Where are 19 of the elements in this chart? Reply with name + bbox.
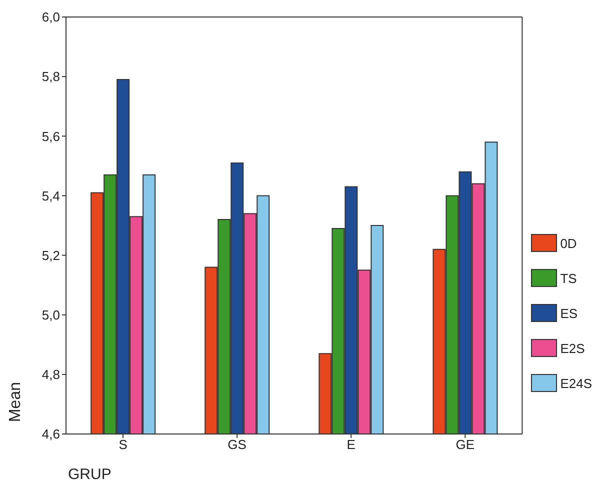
legend-label: TS bbox=[560, 270, 577, 286]
y-tick-label: 5,8 bbox=[42, 69, 60, 84]
x-axis-title: GRUP bbox=[68, 466, 112, 483]
y-tick-label: 6,0 bbox=[42, 10, 60, 25]
legend-label: E2S bbox=[560, 340, 585, 356]
y-tick-label: 5,2 bbox=[42, 248, 60, 263]
legend-label: E24S bbox=[560, 376, 592, 390]
y-tick-label: 5,0 bbox=[42, 307, 60, 322]
x-tick-label: E bbox=[346, 437, 356, 452]
legend-label: 0D bbox=[560, 236, 577, 250]
y-tick-label: 4,8 bbox=[42, 367, 60, 382]
legend-label: ES bbox=[560, 306, 578, 320]
x-tick-label: S bbox=[118, 437, 128, 452]
y-axis-title: Mean bbox=[7, 382, 26, 422]
y-tick-label: 5,6 bbox=[42, 128, 60, 144]
x-tick-label: GS bbox=[228, 437, 247, 452]
y-tick-label: 5,4 bbox=[42, 188, 60, 204]
y-tick-label: 4,6 bbox=[42, 426, 60, 442]
x-tick-label: GE bbox=[456, 437, 475, 452]
